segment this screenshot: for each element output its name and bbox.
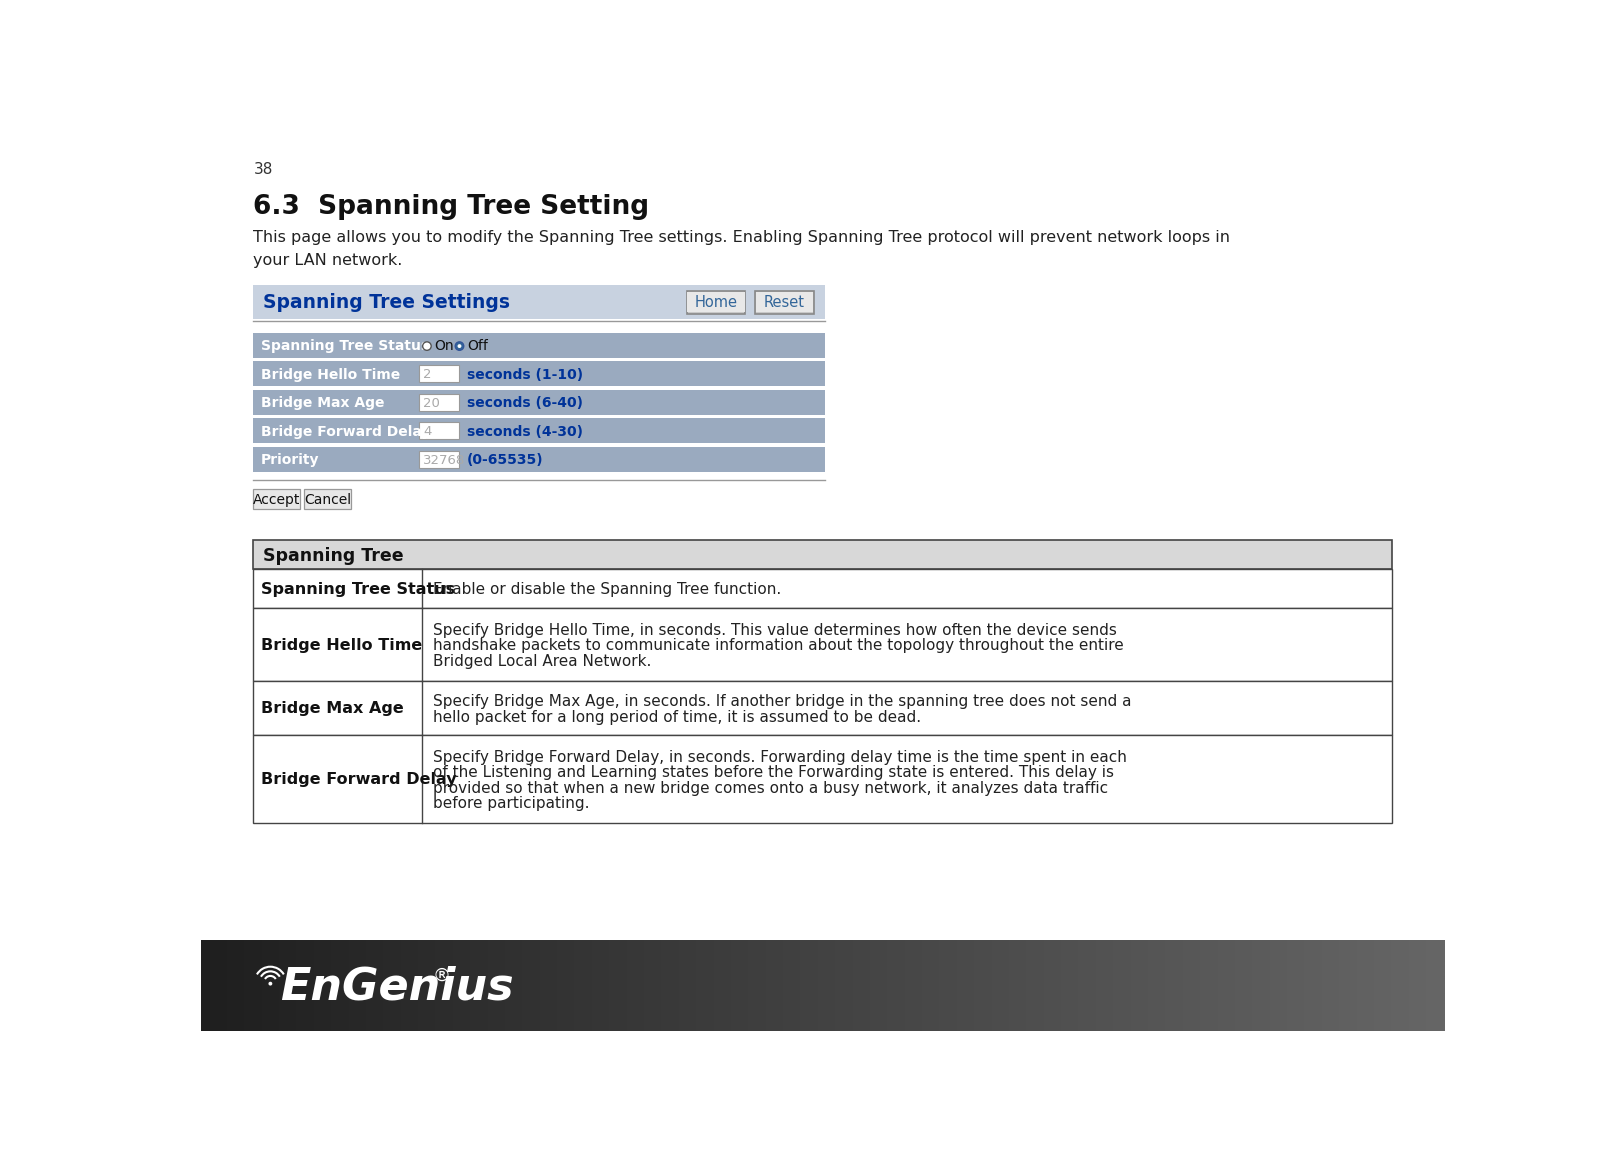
Text: 6.3  Spanning Tree Setting: 6.3 Spanning Tree Setting [254,195,650,220]
Text: seconds (1-10): seconds (1-10) [467,367,583,382]
Text: Specify Bridge Hello Time, in seconds. This value determines how often the devic: Specify Bridge Hello Time, in seconds. T… [433,623,1117,638]
Text: before participating.: before participating. [433,797,589,811]
Text: (0-65535): (0-65535) [467,453,544,467]
Text: Reset: Reset [764,295,804,310]
Text: Home: Home [695,295,738,310]
Bar [419,450,459,468]
Text: provided so that when a new bridge comes onto a busy network, it analyzes data t: provided so that when a new bridge comes… [433,780,1107,796]
Bar [419,394,459,411]
Text: Spanning Tree Settings: Spanning Tree Settings [263,293,510,313]
Bar [254,447,825,471]
Text: Spanning Tree Status: Spanning Tree Status [262,339,429,353]
Text: Priority: Priority [262,453,319,467]
Bar [254,490,300,510]
Bar [687,291,745,314]
Text: 38: 38 [254,162,273,177]
Bar [754,291,814,314]
Bar [254,540,1392,570]
Bar [254,418,825,444]
Text: seconds (4-30): seconds (4-30) [467,425,583,439]
Text: 4: 4 [424,425,432,438]
Text: EnGenius: EnGenius [281,966,514,1009]
Text: Cancel: Cancel [305,493,351,507]
Text: Bridge Hello Time: Bridge Hello Time [262,367,400,382]
Text: seconds (6-40): seconds (6-40) [467,396,583,410]
Bar [254,608,1392,681]
Text: This page allows you to modify the Spanning Tree settings. Enabling Spanning Tre: This page allows you to modify the Spann… [254,229,1231,244]
Text: Bridged Local Area Network.: Bridged Local Area Network. [433,654,652,668]
Text: Bridge Max Age: Bridge Max Age [262,702,404,717]
Bar [419,423,459,439]
Bar [254,681,1392,735]
Text: 2: 2 [424,368,432,381]
Bar [254,285,825,320]
Bar [254,334,825,358]
Text: Off: Off [467,339,488,353]
Bar [305,490,351,510]
Text: hello packet for a long period of time, it is assumed to be dead.: hello packet for a long period of time, … [433,710,921,725]
Text: Bridge Forward Delay: Bridge Forward Delay [262,772,457,787]
Bar [756,292,812,313]
Circle shape [457,344,461,349]
Text: Specify Bridge Max Age, in seconds. If another bridge in the spanning tree does : Specify Bridge Max Age, in seconds. If a… [433,694,1132,709]
Text: Bridge Max Age: Bridge Max Age [262,396,385,410]
Bar [254,361,825,386]
Text: ®: ® [432,967,451,985]
Text: Specify Bridge Forward Delay, in seconds. Forwarding delay time is the time spen: Specify Bridge Forward Delay, in seconds… [433,750,1127,765]
Circle shape [268,982,273,985]
Text: 32768: 32768 [424,454,465,467]
Text: Spanning Tree: Spanning Tree [263,547,403,565]
Text: Enable or disable the Spanning Tree function.: Enable or disable the Spanning Tree func… [433,582,782,598]
Circle shape [456,342,464,351]
Text: 20: 20 [424,396,440,410]
Bar [254,390,825,415]
Circle shape [422,342,432,351]
Bar [419,365,459,382]
Bar [687,292,745,313]
Text: Spanning Tree Status: Spanning Tree Status [262,582,456,596]
Text: Bridge Forward Delay: Bridge Forward Delay [262,425,430,439]
Text: On: On [435,339,454,353]
Bar [254,570,1392,608]
Text: your LAN network.: your LAN network. [254,252,403,267]
Text: Accept: Accept [254,493,300,507]
Text: Bridge Hello Time: Bridge Hello Time [262,638,422,653]
Text: handshake packets to communicate information about the topology throughout the e: handshake packets to communicate informa… [433,638,1124,653]
Bar [254,735,1392,823]
Text: of the Listening and Learning states before the Forwarding state is entered. Thi: of the Listening and Learning states bef… [433,765,1114,780]
